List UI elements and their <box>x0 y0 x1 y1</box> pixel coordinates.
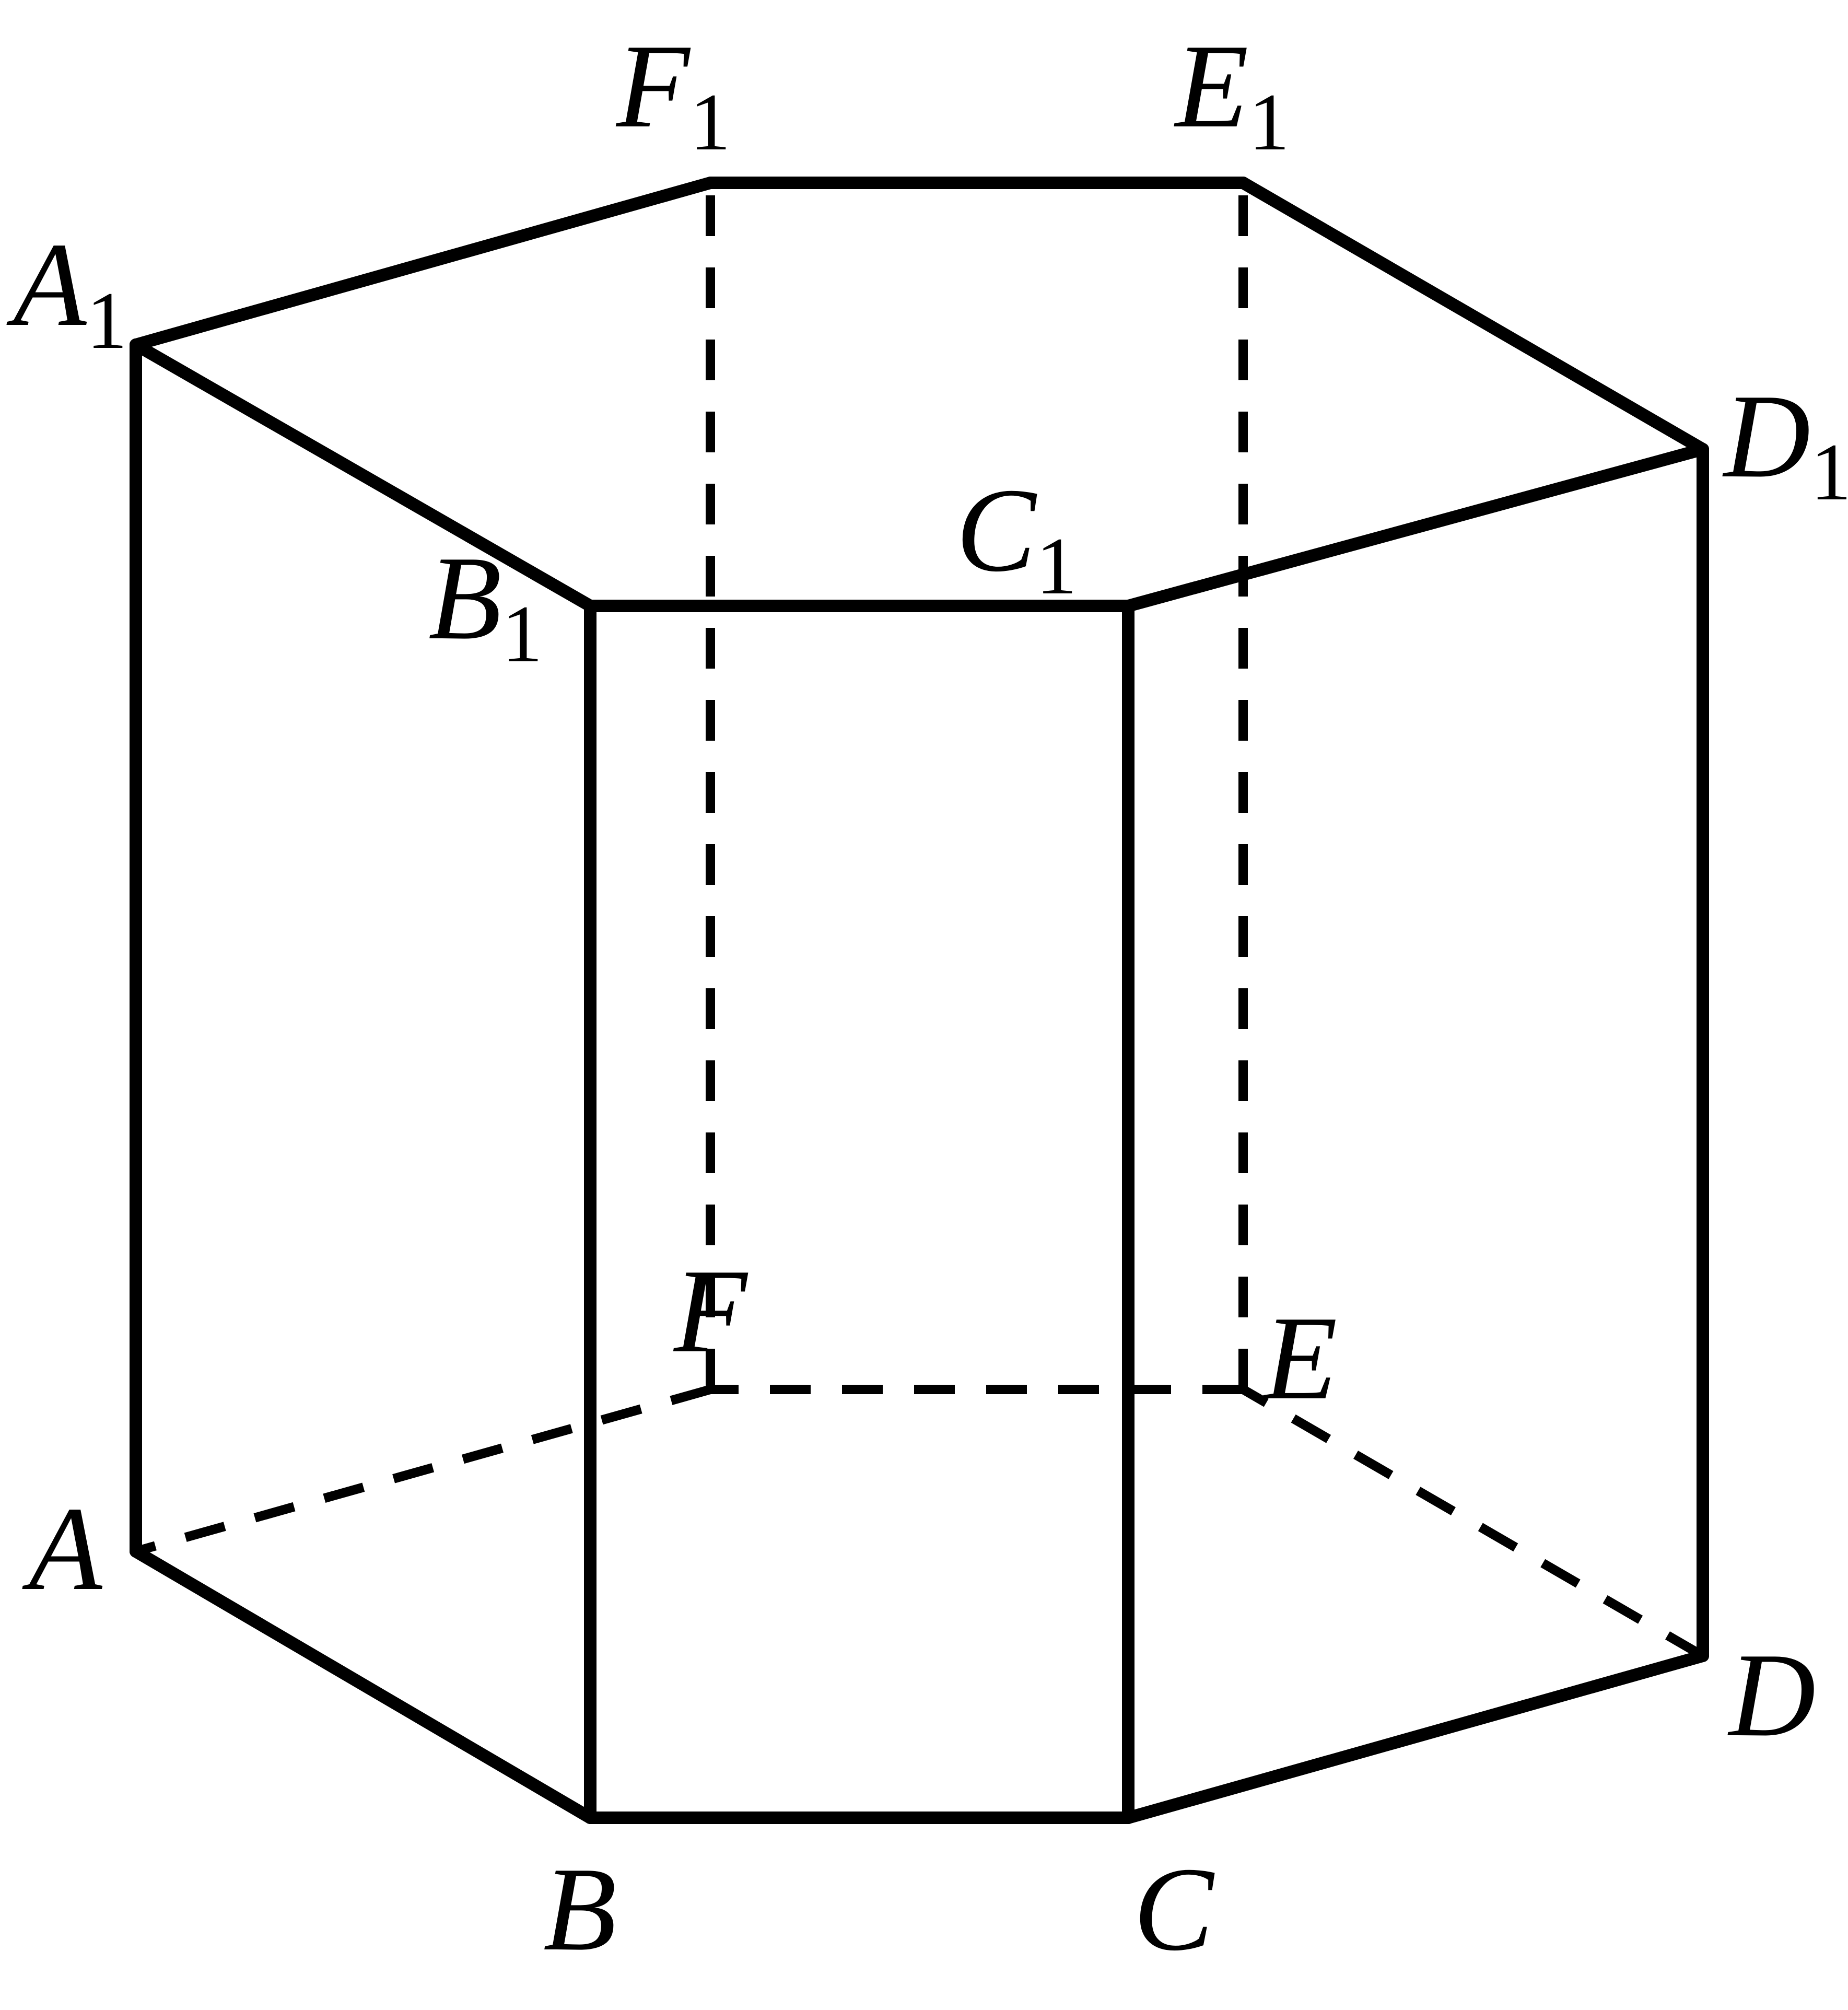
vertex-label-A1: A1 <box>13 225 127 345</box>
vertex-label-subscript: 1 <box>502 589 543 679</box>
vertex-label-subscript: 1 <box>690 77 731 167</box>
vertex-label-B: B <box>543 1849 617 1969</box>
vertex-label-main: C <box>956 463 1036 597</box>
vertex-label-main: B <box>543 1842 617 1976</box>
vertex-label-B1: B1 <box>428 538 543 658</box>
vertex-label-main: A <box>13 218 87 351</box>
vertex-label-A: A <box>29 1489 102 1609</box>
vertex-label-main: D <box>1729 1628 1816 1761</box>
vertex-label-F1: F1 <box>616 26 731 146</box>
vertex-label-main: F <box>616 19 690 153</box>
vertex-label-F: F <box>674 1251 747 1371</box>
vertex-label-C: C <box>1133 1849 1213 1969</box>
vertex-label-subscript: 1 <box>1036 521 1077 611</box>
vertex-label-subscript: 1 <box>87 275 127 366</box>
vertex-label-D1: D1 <box>1724 376 1848 496</box>
vertex-label-E: E <box>1264 1298 1338 1418</box>
vertex-label-subscript: 1 <box>1810 427 1848 517</box>
vertex-label-main: D <box>1724 369 1810 502</box>
vertex-label-main: E <box>1175 19 1249 153</box>
vertex-label-main: A <box>29 1482 102 1615</box>
vertex-label-main: E <box>1264 1291 1338 1424</box>
vertex-label-subscript: 1 <box>1249 77 1290 167</box>
hexagonal-prism-diagram <box>0 0 1848 2010</box>
vertex-label-C1: C1 <box>956 470 1077 590</box>
vertex-label-E1: E1 <box>1175 26 1290 146</box>
vertex-label-D: D <box>1729 1635 1816 1755</box>
vertex-label-main: F <box>674 1244 747 1377</box>
vertex-label-main: C <box>1133 1842 1213 1976</box>
vertex-label-main: B <box>428 531 502 664</box>
